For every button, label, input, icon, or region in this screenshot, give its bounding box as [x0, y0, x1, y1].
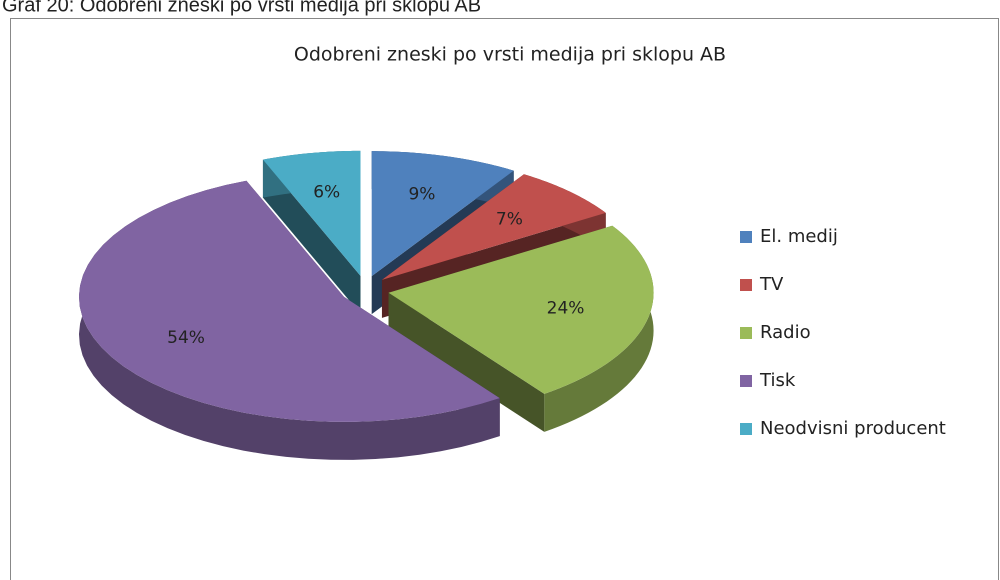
slice-radial-side — [388, 292, 545, 432]
pie-slice — [371, 151, 514, 277]
legend-swatch — [740, 231, 752, 243]
legend-swatch — [740, 423, 752, 435]
slice-label: 6% — [313, 182, 340, 202]
slice-label: 9% — [408, 185, 435, 205]
pie-slice — [381, 174, 606, 280]
slice-label: 7% — [496, 210, 523, 230]
legend-label: Radio — [760, 322, 811, 343]
legend-label: Neodvisni producent — [760, 418, 946, 439]
pie-slice — [262, 150, 361, 276]
legend-swatch — [740, 375, 752, 387]
slice-outer-side — [544, 225, 654, 432]
legend-label: Tisk — [759, 370, 796, 391]
slice-label: 54% — [167, 328, 205, 348]
slice-radial-side — [262, 159, 361, 314]
pie-slice — [78, 180, 500, 422]
pie-slice — [388, 225, 654, 394]
slice-outer-side — [78, 180, 500, 460]
legend-swatch — [740, 279, 752, 291]
chart-title: Odobreni zneski po vrsti medija pri sklo… — [294, 44, 726, 66]
caption: Graf 20: Odobreni zneski po vrsti medija… — [2, 0, 481, 16]
legend-label: TV — [759, 274, 784, 295]
legend: El. medij TV Radio Tisk Neodvisni producent — [740, 226, 946, 439]
pie-tops: 9% 7% 24% 54% 6% — [78, 150, 654, 422]
legend-swatch — [740, 327, 752, 339]
legend-label: El. medij — [760, 226, 838, 247]
slice-label: 24% — [547, 299, 585, 319]
